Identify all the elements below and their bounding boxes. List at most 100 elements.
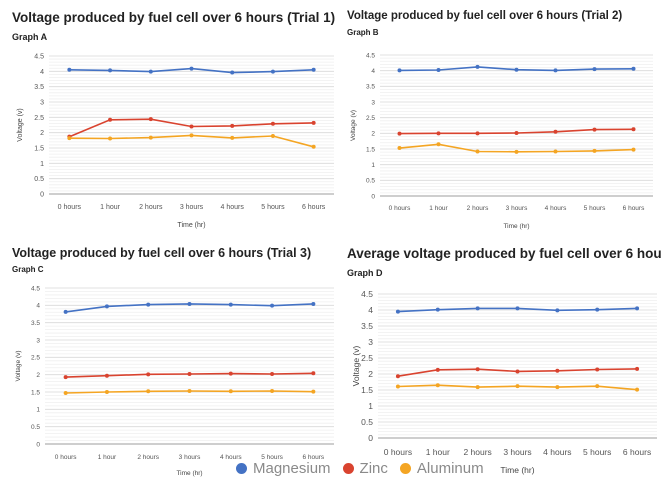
y-tick-label: 3.5 xyxy=(34,84,44,91)
x-tick-label: 3 hours xyxy=(506,205,528,212)
y-tick-label: 3.5 xyxy=(366,84,375,91)
y-tick-label: 0.5 xyxy=(34,176,44,183)
chart-title: Voltage produced by fuel cell over 6 hou… xyxy=(347,10,623,22)
y-tick-label: 4.5 xyxy=(366,52,375,59)
data-point-magnesium xyxy=(187,301,192,306)
y-tick-label: 1.5 xyxy=(34,145,44,152)
x-tick-label: 0 hours xyxy=(55,454,77,461)
y-tick-label: 2 xyxy=(36,372,40,379)
line-chart-trial-1: 0 0.5 1 1.5 2 2.5 3 3.5 4 4.5 0 hours 1 hour 2 hours… xyxy=(17,53,334,229)
data-point-aluminum xyxy=(631,147,636,152)
legend-marker-zinc xyxy=(342,462,354,474)
x-tick-label: 6 hours xyxy=(302,204,326,211)
y-tick-label: 3.5 xyxy=(361,321,373,331)
data-point-zinc xyxy=(635,366,640,371)
data-point-magnesium xyxy=(104,304,109,309)
y-tick-label: 1 xyxy=(40,161,44,168)
data-point-magnesium xyxy=(595,307,600,312)
data-point-magnesium xyxy=(514,67,519,72)
x-tick-label: 4 hours xyxy=(545,205,567,212)
data-point-magnesium xyxy=(553,68,558,73)
data-point-magnesium xyxy=(515,306,520,311)
x-tick-label: 6 hours xyxy=(623,447,651,457)
y-tick-label: 1.5 xyxy=(31,389,40,396)
data-point-zinc xyxy=(436,131,441,136)
y-tick-label: 2 xyxy=(40,130,44,137)
y-tick-label: 3 xyxy=(368,337,373,347)
data-point-zinc xyxy=(104,373,109,378)
chart-title: Voltage produced by fuel cell over 6 hou… xyxy=(12,10,336,25)
chart-subtitle: Graph A xyxy=(12,32,48,42)
x-tick-label: 4 hours xyxy=(220,454,242,461)
x-axis-title: Time (hr) xyxy=(500,465,534,475)
data-point-aluminum xyxy=(435,383,440,388)
y-tick-label: 4 xyxy=(368,305,373,315)
chart-panel-trial-1: Voltage produced by fuel cell over 6 hou… xyxy=(12,10,337,229)
y-tick-label: 4.5 xyxy=(361,289,373,299)
data-point-zinc xyxy=(63,375,68,380)
data-point-aluminum xyxy=(635,387,640,392)
data-point-aluminum xyxy=(311,144,316,149)
data-point-magnesium xyxy=(475,306,480,311)
data-point-aluminum xyxy=(592,148,597,153)
data-point-aluminum xyxy=(104,390,109,394)
data-point-magnesium xyxy=(397,68,402,73)
data-point-aluminum xyxy=(555,385,560,390)
data-point-zinc xyxy=(435,367,440,372)
data-point-zinc xyxy=(146,372,151,377)
y-axis-title: Voltage (v) xyxy=(15,350,22,381)
chart-subtitle: Graph B xyxy=(347,28,379,37)
x-tick-label: 0 hours xyxy=(384,447,412,457)
data-point-zinc xyxy=(270,121,275,126)
x-tick-label: 5 hours xyxy=(261,204,285,211)
data-point-zinc xyxy=(515,369,520,374)
data-point-magnesium xyxy=(631,66,636,71)
data-point-aluminum xyxy=(397,146,402,151)
legend-label: Zinc xyxy=(359,459,388,477)
legend-marker-magnesium xyxy=(236,462,247,474)
data-point-aluminum xyxy=(148,135,153,140)
y-tick-label: 4.5 xyxy=(31,285,40,292)
x-tick-label: 4 hours xyxy=(221,204,245,211)
y-tick-label: 2.5 xyxy=(361,353,373,363)
x-axis-title: Time (hr) xyxy=(503,223,529,230)
data-point-zinc xyxy=(592,127,597,132)
y-tick-label: 1 xyxy=(371,162,375,169)
data-point-magnesium xyxy=(395,309,400,314)
legend-label: Magnesium xyxy=(253,459,331,477)
y-axis-title: Voltage (v) xyxy=(17,108,24,141)
x-tick-label: 1 hour xyxy=(98,454,117,461)
data-point-aluminum xyxy=(187,388,192,393)
data-point-magnesium xyxy=(270,303,275,308)
y-tick-label: 1.5 xyxy=(361,385,373,395)
data-point-zinc xyxy=(475,131,480,136)
y-tick-label: 3 xyxy=(36,337,40,344)
data-point-zinc xyxy=(228,371,233,376)
chart-panel-trial-2: Voltage produced by fuel cell over 6 hou… xyxy=(347,10,657,230)
data-point-magnesium xyxy=(270,69,275,74)
y-tick-label: 3.5 xyxy=(31,320,40,327)
x-tick-label: 3 hours xyxy=(503,447,531,457)
data-point-zinc xyxy=(553,129,558,134)
y-axis-title: Voltage (v) xyxy=(350,110,357,141)
data-point-magnesium xyxy=(189,66,194,71)
chart-legend: Magnesium Zinc Aluminum xyxy=(236,458,496,478)
data-point-aluminum xyxy=(595,384,600,389)
data-point-aluminum xyxy=(146,389,151,394)
y-tick-label: 1 xyxy=(368,401,373,411)
data-point-zinc xyxy=(187,371,192,376)
legend-label: Aluminum xyxy=(416,459,484,477)
data-point-aluminum xyxy=(67,136,72,141)
x-tick-label: 5 hours xyxy=(261,454,283,461)
data-point-magnesium xyxy=(67,67,72,72)
x-tick-label: 0 hours xyxy=(389,205,411,212)
data-point-aluminum xyxy=(311,389,316,394)
data-point-zinc xyxy=(311,371,316,376)
data-point-aluminum xyxy=(228,389,233,394)
y-tick-label: 1 xyxy=(36,407,40,414)
data-point-zinc xyxy=(148,117,153,122)
chart-subtitle: Graph D xyxy=(347,268,383,278)
data-point-zinc xyxy=(108,117,113,122)
x-tick-label: 2 hours xyxy=(467,205,489,212)
data-point-zinc xyxy=(514,131,519,136)
